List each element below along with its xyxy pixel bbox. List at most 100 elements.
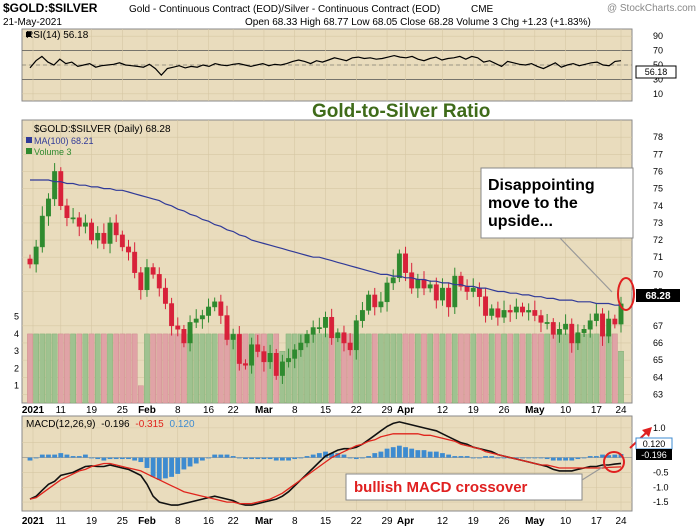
price-tick-label: 67	[653, 321, 663, 331]
candle-body	[544, 322, 550, 324]
x-axis-label: 10	[560, 405, 572, 416]
macd-histogram-bar	[224, 454, 230, 458]
candle-body	[144, 267, 150, 291]
macd-histogram-bar	[156, 457, 162, 480]
macd-histogram-bar	[606, 455, 612, 458]
volume-bar	[33, 333, 39, 404]
candle-body	[372, 294, 378, 308]
macd-histogram-bar	[427, 451, 433, 458]
candle-body	[569, 323, 575, 344]
macd-tick-label: 1.0	[653, 423, 666, 433]
volume-bar	[211, 333, 218, 404]
candle-body	[501, 310, 507, 318]
candle-body	[452, 275, 458, 308]
macd-crossover-annotation: bullish MACD crossover	[345, 427, 652, 501]
macd-histogram-bar	[569, 457, 575, 461]
macd-histogram-bar	[489, 456, 495, 458]
candle-body	[575, 332, 581, 344]
candle-body	[292, 349, 298, 359]
x-axis-label: 8	[292, 516, 298, 527]
candle-body	[316, 327, 322, 329]
candle-body	[612, 318, 618, 325]
candle-body	[181, 328, 187, 344]
rsi-tick-label: 90	[653, 31, 663, 41]
volume-bar	[556, 333, 563, 404]
macd-histogram-bar	[520, 457, 525, 459]
volume-bar	[525, 333, 532, 404]
x-axis-label: Apr	[397, 516, 414, 527]
watermark: @ StockCharts.com	[607, 3, 696, 14]
macd-histogram	[27, 445, 624, 480]
volume-bar	[107, 333, 113, 404]
candle-body	[563, 323, 569, 330]
x-axis-label: 19	[468, 516, 480, 527]
candle-body	[476, 287, 482, 297]
macd-histogram-bar	[27, 457, 33, 461]
volume-tick-label: 1	[14, 381, 19, 391]
candle-body	[600, 313, 605, 337]
macd-histogram-bar	[243, 457, 248, 460]
macd-histogram-bar	[477, 457, 482, 459]
candle-body	[101, 232, 107, 244]
volume-bar	[464, 333, 470, 404]
macd-histogram-bar	[52, 454, 58, 458]
x-axis-label: 19	[468, 405, 480, 416]
candle-body	[587, 320, 593, 330]
candle-body	[261, 351, 267, 363]
price-tag-text: 68.28	[645, 291, 670, 302]
candle-body	[304, 334, 310, 344]
candle-body	[206, 306, 211, 316]
x-axis-label: Feb	[138, 405, 156, 416]
volume-bar	[470, 333, 477, 404]
volume-bar	[581, 333, 587, 404]
ma-legend-swatch	[26, 137, 32, 143]
candle-body	[415, 279, 421, 289]
volume-bar	[408, 333, 415, 404]
candle-body	[64, 205, 70, 219]
candle-body	[341, 332, 347, 344]
macd-histogram-bar	[187, 457, 193, 467]
annotation-line-3: upside...	[488, 213, 553, 230]
x-axis-label: 24	[615, 405, 627, 416]
macd-histogram-bar	[464, 456, 470, 458]
macd-histogram-bar	[163, 457, 168, 479]
rsi-plot	[29, 54, 622, 76]
x-axis-label: 8	[292, 405, 298, 416]
candle-body	[236, 334, 242, 364]
volume-bar	[205, 333, 212, 404]
macd-histogram-bar	[440, 453, 445, 458]
x-axis-label: 29	[382, 516, 394, 527]
macd-histogram-bar	[544, 457, 550, 460]
macd-histogram-bar	[415, 450, 421, 458]
macd-histogram-bar	[255, 457, 261, 460]
macd-histogram-bar	[446, 454, 452, 458]
macd-highlight-circle	[603, 451, 625, 473]
volume-bar	[218, 333, 224, 404]
macd-histogram-bar	[384, 448, 390, 458]
price-highlight-circle	[617, 277, 635, 311]
candle-body	[440, 287, 445, 301]
volume-bar	[612, 333, 618, 404]
x-axis-label: May	[525, 516, 545, 527]
macd-histogram-bar	[341, 454, 347, 458]
macd-histogram-bar	[495, 457, 501, 459]
candle-body	[255, 344, 261, 352]
macd-histogram-bar	[175, 457, 181, 474]
volume-bar	[144, 333, 150, 404]
candle-body	[520, 306, 525, 313]
macd-histogram-bar	[470, 457, 476, 459]
price-tick-label: 72	[653, 235, 663, 245]
x-axis-label: 25	[117, 516, 129, 527]
candle-body	[230, 334, 236, 340]
x-axis-label: 11	[56, 516, 67, 527]
volume-bar	[439, 333, 446, 404]
x-axis-label: 12	[437, 405, 449, 416]
macd-histogram-bar	[378, 451, 384, 458]
candle-body	[187, 322, 193, 344]
candle-body	[323, 316, 328, 328]
macd-histogram-bar	[76, 456, 82, 458]
volume-bar	[482, 333, 489, 404]
candle-body	[409, 272, 415, 289]
macd-histogram-bar	[113, 457, 119, 460]
x-axis-label: 22	[228, 405, 240, 416]
